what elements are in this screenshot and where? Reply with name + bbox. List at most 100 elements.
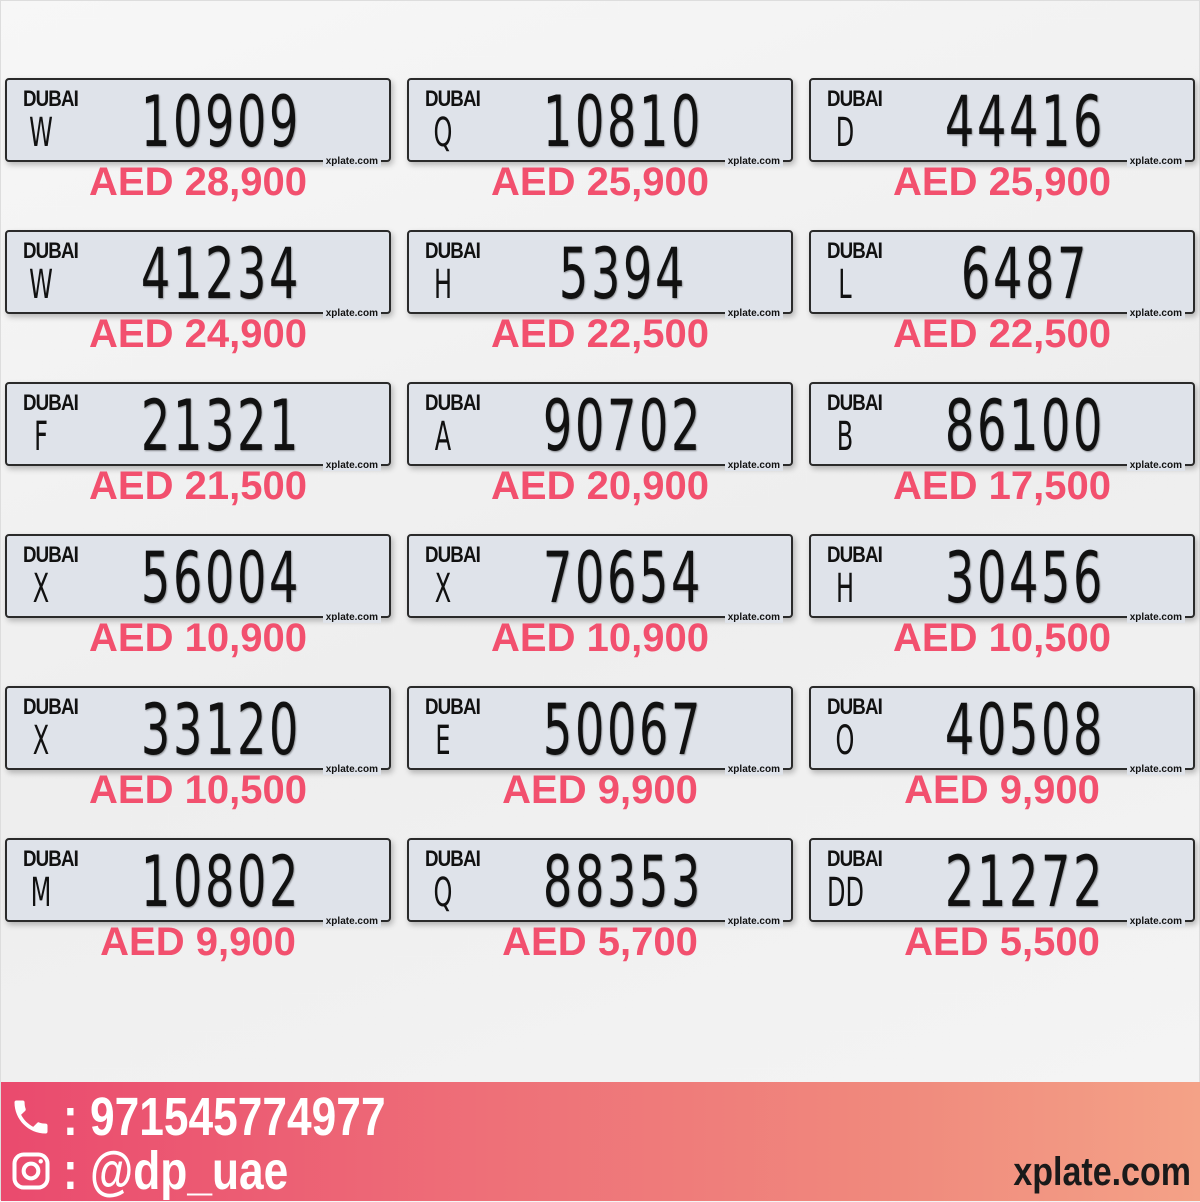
plate-watermark: xplate.com [1126, 916, 1185, 927]
license-plate: DUBAI Q 10810 xplate.com [407, 78, 793, 167]
plate-price: AED 10,900 [491, 616, 709, 660]
plate-code: B [836, 414, 854, 460]
plate-price: AED 22,500 [893, 312, 1111, 356]
plate-listing[interactable]: DUBAI H 5394 xplate.com AED 22,500 [407, 230, 793, 382]
license-plate: DUBAI A 90702 xplate.com [407, 382, 793, 471]
plate-code: X [32, 718, 50, 764]
emirate-logo: DUBAI [23, 846, 79, 871]
site-logo: xplate.com [1013, 1150, 1191, 1194]
emirate-logo: DUBAI [827, 238, 883, 263]
plate-code: A [434, 414, 452, 460]
plate-listing[interactable]: DUBAI F 21321 xplate.com AED 21,500 [5, 382, 391, 534]
plate-listing[interactable]: DUBAI D 44416 xplate.com AED 25,900 [809, 78, 1195, 230]
plate-watermark: xplate.com [322, 156, 381, 167]
plate-listing[interactable]: DUBAI DD 21272 xplate.com AED 5,500 [809, 838, 1195, 990]
plate-price: AED 9,900 [904, 768, 1100, 812]
plate-code: Q [433, 870, 453, 916]
phone-number: : 971545774977 [63, 1087, 386, 1147]
emirate-logo: DUBAI [425, 86, 481, 111]
plate-price: AED 20,900 [491, 464, 709, 508]
plate-watermark: xplate.com [322, 764, 381, 775]
plate-number: 6487 [960, 233, 1090, 315]
plate-number: 33120 [140, 689, 302, 771]
instagram-handle: : @dp_uae [63, 1141, 289, 1201]
plate-listing[interactable]: DUBAI E 50067 xplate.com AED 9,900 [407, 686, 793, 838]
plate-code: M [30, 870, 52, 916]
emirate-logo: DUBAI [827, 86, 883, 111]
plate-number: 21272 [944, 841, 1106, 923]
plate-price: AED 21,500 [89, 464, 307, 508]
plate-listing[interactable]: DUBAI X 56004 xplate.com AED 10,900 [5, 534, 391, 686]
plate-code: H [835, 566, 855, 612]
emirate-logo: DUBAI [23, 390, 79, 415]
plate-listing[interactable]: DUBAI A 90702 xplate.com AED 20,900 [407, 382, 793, 534]
plate-number: 10909 [140, 81, 302, 163]
plate-code: X [434, 566, 452, 612]
plate-listing[interactable]: DUBAI Q 88353 xplate.com AED 5,700 [407, 838, 793, 990]
plate-code: W [29, 262, 53, 308]
plate-listing[interactable]: DUBAI M 10802 xplate.com AED 9,900 [5, 838, 391, 990]
license-plate: DUBAI F 21321 xplate.com [5, 382, 391, 471]
plate-listing[interactable]: DUBAI O 40508 xplate.com AED 9,900 [809, 686, 1195, 838]
plate-number: 5394 [558, 233, 688, 315]
plate-number: 70654 [542, 537, 704, 619]
emirate-logo: DUBAI [23, 86, 79, 111]
instagram-icon [12, 1152, 50, 1190]
license-plate: DUBAI O 40508 xplate.com [809, 686, 1195, 775]
plate-code: Q [433, 110, 453, 156]
plate-listing[interactable]: DUBAI X 70654 xplate.com AED 10,900 [407, 534, 793, 686]
license-plate: DUBAI X 56004 xplate.com [5, 534, 391, 623]
plate-number: 56004 [140, 537, 302, 619]
plate-price: AED 24,900 [89, 312, 307, 356]
plate-watermark: xplate.com [322, 460, 381, 471]
plate-watermark: xplate.com [1126, 764, 1185, 775]
plate-number: 44416 [944, 81, 1106, 163]
plate-number: 10802 [140, 841, 302, 923]
plate-watermark: xplate.com [724, 308, 783, 319]
license-plate: DUBAI D 44416 xplate.com [809, 78, 1195, 167]
contact-footer: : 971545774977 : @dp_uae xplate.com [1, 1082, 1200, 1201]
plate-number: 30456 [944, 537, 1106, 619]
plate-number: 40508 [944, 689, 1106, 771]
plate-code: W [29, 110, 53, 156]
plate-listing[interactable]: DUBAI L 6487 xplate.com AED 22,500 [809, 230, 1195, 382]
license-plate: DUBAI W 41234 xplate.com [5, 230, 391, 319]
plate-number: 41234 [140, 233, 302, 315]
plate-code: O [835, 718, 855, 764]
emirate-logo: DUBAI [827, 542, 883, 567]
plate-price: AED 5,700 [502, 920, 698, 964]
plate-grid: DUBAI W 10909 xplate.com AED 28,900 DUBA… [5, 78, 1195, 990]
plate-listing[interactable]: DUBAI W 41234 xplate.com AED 24,900 [5, 230, 391, 382]
plate-watermark: xplate.com [1126, 308, 1185, 319]
emirate-logo: DUBAI [23, 694, 79, 719]
emirate-logo: DUBAI [23, 238, 79, 263]
plate-number: 50067 [542, 689, 704, 771]
plate-listing[interactable]: DUBAI B 86100 xplate.com AED 17,500 [809, 382, 1195, 534]
plate-listing[interactable]: DUBAI Q 10810 xplate.com AED 25,900 [407, 78, 793, 230]
plate-price: AED 5,500 [904, 920, 1100, 964]
plate-watermark: xplate.com [1126, 460, 1185, 471]
emirate-logo: DUBAI [827, 694, 883, 719]
license-plate: DUBAI X 70654 xplate.com [407, 534, 793, 623]
license-plate: DUBAI W 10909 xplate.com [5, 78, 391, 167]
phone-line: : 971545774977 [9, 1086, 456, 1148]
plate-watermark: xplate.com [724, 460, 783, 471]
plate-code: F [34, 414, 48, 460]
plate-price: AED 10,900 [89, 616, 307, 660]
license-plate: DUBAI X 33120 xplate.com [5, 686, 391, 775]
plate-watermark: xplate.com [724, 764, 783, 775]
plate-listing[interactable]: DUBAI H 30456 xplate.com AED 10,500 [809, 534, 1195, 686]
emirate-logo: DUBAI [827, 390, 883, 415]
plate-number: 86100 [944, 385, 1106, 467]
plate-price: AED 10,500 [89, 768, 307, 812]
plate-watermark: xplate.com [322, 308, 381, 319]
plate-watermark: xplate.com [724, 612, 783, 623]
license-plate: DUBAI B 86100 xplate.com [809, 382, 1195, 471]
plate-code: X [32, 566, 50, 612]
emirate-logo: DUBAI [827, 846, 883, 871]
license-plate: DUBAI H 5394 xplate.com [407, 230, 793, 319]
plate-listing[interactable]: DUBAI W 10909 xplate.com AED 28,900 [5, 78, 391, 230]
plate-price: AED 10,500 [893, 616, 1111, 660]
plate-listing[interactable]: DUBAI X 33120 xplate.com AED 10,500 [5, 686, 391, 838]
plate-number: 21321 [140, 385, 302, 467]
